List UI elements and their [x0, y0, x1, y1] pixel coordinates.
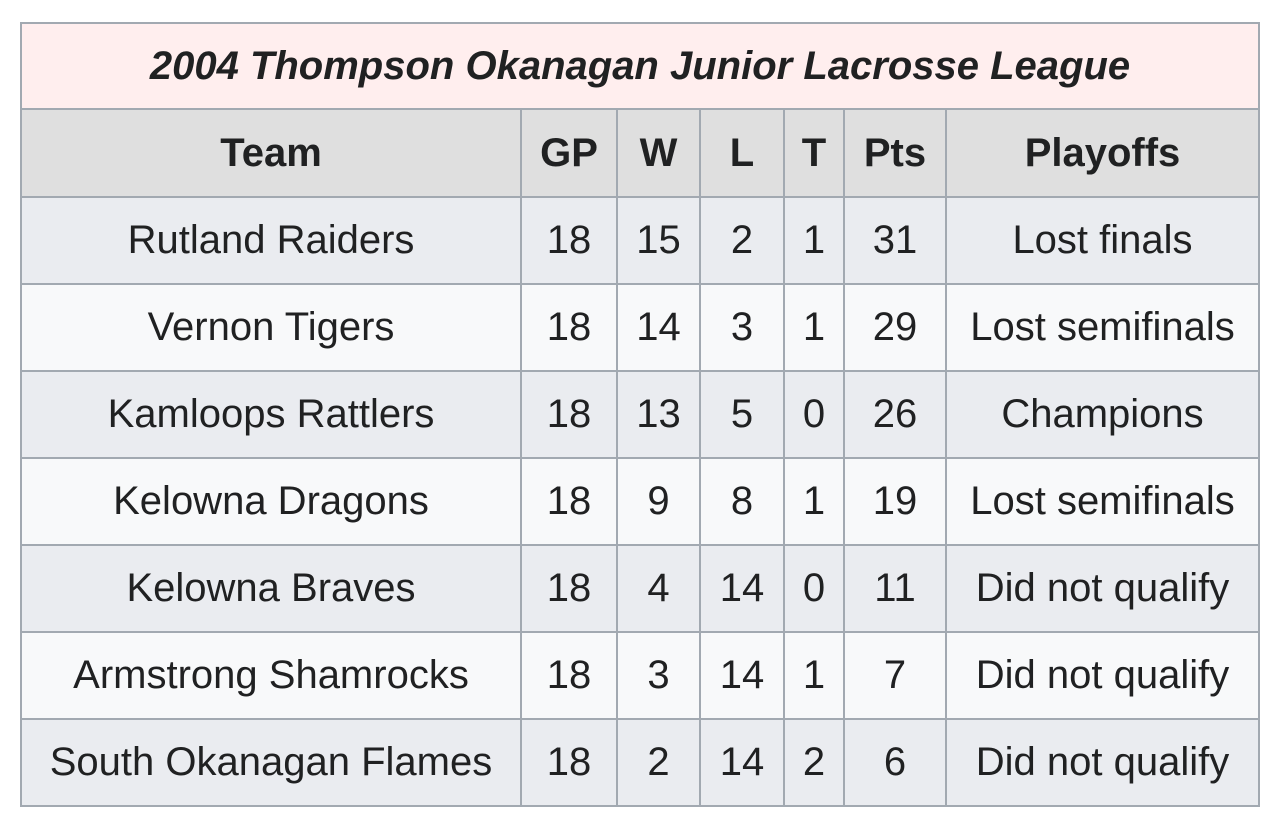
standings-table: 2004 Thompson Okanagan Junior Lacrosse L…	[20, 22, 1260, 807]
points-cell: 7	[843, 631, 947, 720]
wins-cell: 3	[616, 631, 701, 720]
wins-cell: 4	[616, 544, 701, 633]
gp-cell: 18	[520, 196, 618, 285]
team-cell: South Okanagan Flames	[20, 718, 522, 807]
gp-cell: 18	[520, 457, 618, 546]
playoffs-cell: Lost semifinals	[945, 283, 1260, 372]
standings-table-container: 2004 Thompson Okanagan Junior Lacrosse L…	[20, 22, 1260, 807]
playoffs-cell: Did not qualify	[945, 544, 1260, 633]
column-header-t: T	[783, 108, 845, 198]
losses-cell: 3	[699, 283, 785, 372]
gp-cell: 18	[520, 283, 618, 372]
wins-cell: 2	[616, 718, 701, 807]
playoffs-cell: Did not qualify	[945, 718, 1260, 807]
gp-cell: 18	[520, 631, 618, 720]
ties-cell: 1	[783, 196, 845, 285]
ties-cell: 1	[783, 631, 845, 720]
playoffs-cell: Lost finals	[945, 196, 1260, 285]
table-row: Kamloops Rattlers 18 13 5 0 26 Champions	[20, 370, 1260, 459]
wins-cell: 13	[616, 370, 701, 459]
table-row: South Okanagan Flames 18 2 14 2 6 Did no…	[20, 718, 1260, 807]
wins-cell: 14	[616, 283, 701, 372]
team-cell: Rutland Raiders	[20, 196, 522, 285]
ties-cell: 2	[783, 718, 845, 807]
table-row: Kelowna Braves 18 4 14 0 11 Did not qual…	[20, 544, 1260, 633]
wins-cell: 9	[616, 457, 701, 546]
wins-cell: 15	[616, 196, 701, 285]
table-row: Vernon Tigers 18 14 3 1 29 Lost semifina…	[20, 283, 1260, 372]
ties-cell: 0	[783, 370, 845, 459]
column-header-pts: Pts	[843, 108, 947, 198]
column-header-l: L	[699, 108, 785, 198]
column-header-team: Team	[20, 108, 522, 198]
column-header-gp: GP	[520, 108, 618, 198]
ties-cell: 0	[783, 544, 845, 633]
table-caption: 2004 Thompson Okanagan Junior Lacrosse L…	[20, 22, 1260, 110]
table-row: Armstrong Shamrocks 18 3 14 1 7 Did not …	[20, 631, 1260, 720]
points-cell: 11	[843, 544, 947, 633]
losses-cell: 8	[699, 457, 785, 546]
team-cell: Kelowna Braves	[20, 544, 522, 633]
table-header-row: Team GP W L T Pts Playoffs	[20, 108, 1260, 198]
losses-cell: 2	[699, 196, 785, 285]
losses-cell: 14	[699, 718, 785, 807]
table-row: Rutland Raiders 18 15 2 1 31 Lost finals	[20, 196, 1260, 285]
table-caption-row: 2004 Thompson Okanagan Junior Lacrosse L…	[20, 22, 1260, 110]
points-cell: 19	[843, 457, 947, 546]
team-cell: Vernon Tigers	[20, 283, 522, 372]
losses-cell: 14	[699, 544, 785, 633]
table-row: Kelowna Dragons 18 9 8 1 19 Lost semifin…	[20, 457, 1260, 546]
playoffs-cell: Did not qualify	[945, 631, 1260, 720]
team-cell: Kelowna Dragons	[20, 457, 522, 546]
points-cell: 31	[843, 196, 947, 285]
table-body: Rutland Raiders 18 15 2 1 31 Lost finals…	[20, 196, 1260, 807]
ties-cell: 1	[783, 283, 845, 372]
playoffs-cell: Champions	[945, 370, 1260, 459]
team-cell: Kamloops Rattlers	[20, 370, 522, 459]
column-header-w: W	[616, 108, 701, 198]
losses-cell: 5	[699, 370, 785, 459]
column-header-playoffs: Playoffs	[945, 108, 1260, 198]
points-cell: 6	[843, 718, 947, 807]
team-cell: Armstrong Shamrocks	[20, 631, 522, 720]
playoffs-cell: Lost semifinals	[945, 457, 1260, 546]
points-cell: 29	[843, 283, 947, 372]
ties-cell: 1	[783, 457, 845, 546]
points-cell: 26	[843, 370, 947, 459]
losses-cell: 14	[699, 631, 785, 720]
gp-cell: 18	[520, 544, 618, 633]
gp-cell: 18	[520, 370, 618, 459]
gp-cell: 18	[520, 718, 618, 807]
